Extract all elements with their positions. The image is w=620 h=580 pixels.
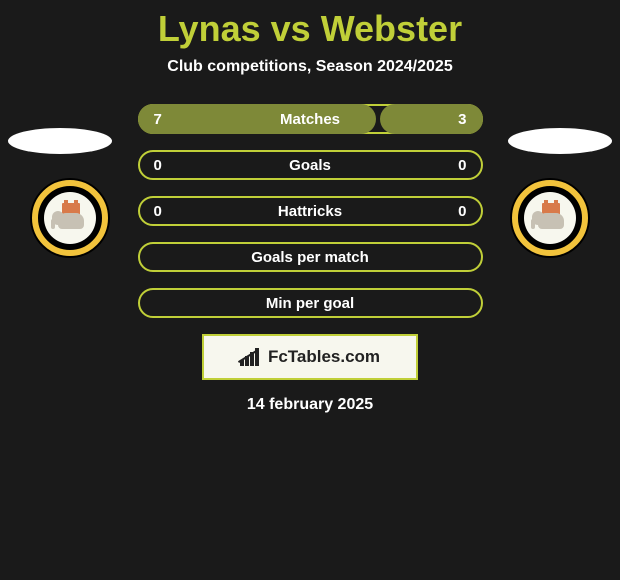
stat-row: Goals per match	[138, 242, 483, 272]
subtitle: Club competitions, Season 2024/2025	[0, 58, 620, 76]
club-badge-icon	[510, 178, 590, 258]
stat-label: Matches	[200, 111, 421, 128]
club-badge-icon	[30, 178, 110, 258]
stat-value-right: 3	[421, 111, 481, 128]
title-vs: vs	[271, 8, 311, 49]
player2-club-badge	[510, 178, 590, 258]
player2-name: Webster	[321, 8, 462, 49]
player1-name: Lynas	[158, 8, 261, 49]
fctables-logo[interactable]: FcTables.com	[202, 334, 418, 380]
stat-value-right: 0	[421, 157, 481, 174]
stat-row: 0Goals0	[138, 150, 483, 180]
stat-value-left: 0	[140, 157, 200, 174]
update-date: 14 february 2025	[0, 396, 620, 414]
player1-ellipse	[8, 128, 112, 154]
logo-text: FcTables.com	[268, 347, 380, 367]
stat-label: Min per goal	[200, 295, 421, 312]
stat-row: Min per goal	[138, 288, 483, 318]
player2-ellipse	[508, 128, 612, 154]
comparison-card: Lynas vs Webster Club competitions, Seas…	[0, 0, 620, 414]
stat-label: Hattricks	[200, 203, 421, 220]
stat-row: 7Matches3	[138, 104, 483, 134]
barchart-icon	[240, 348, 262, 366]
player1-club-badge	[30, 178, 110, 258]
stat-label: Goals per match	[200, 249, 421, 266]
stat-label: Goals	[200, 157, 421, 174]
stat-value-left: 7	[140, 111, 200, 128]
stat-value-right: 0	[421, 203, 481, 220]
stat-value-left: 0	[140, 203, 200, 220]
stat-row: 0Hattricks0	[138, 196, 483, 226]
page-title: Lynas vs Webster	[0, 8, 620, 50]
